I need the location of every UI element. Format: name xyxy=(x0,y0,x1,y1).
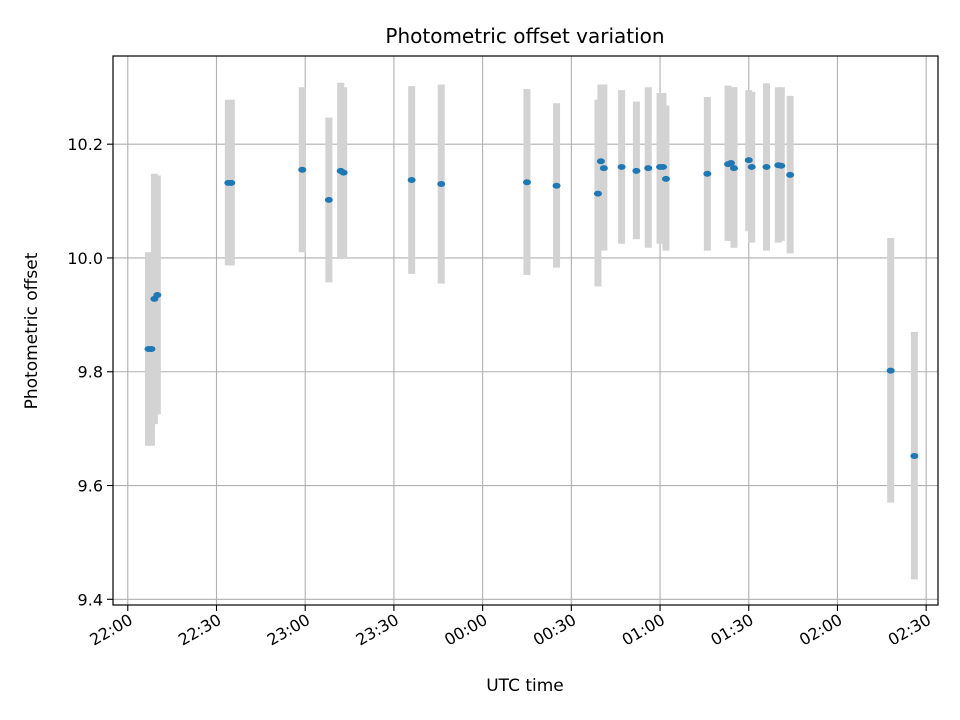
data-point xyxy=(147,345,156,352)
data-point xyxy=(617,163,626,170)
plot-frame xyxy=(112,55,939,606)
data-point xyxy=(227,179,236,186)
data-point xyxy=(786,171,795,178)
data-point xyxy=(632,167,641,174)
data-point xyxy=(644,165,653,172)
x-tick-label: 23:30 xyxy=(352,610,401,650)
data-point xyxy=(324,196,333,203)
x-tick-label: 22:30 xyxy=(175,610,224,650)
x-tick-label: 01:00 xyxy=(619,610,668,650)
data-point xyxy=(552,182,561,189)
data-point xyxy=(910,452,919,459)
x-tick-label: 02:00 xyxy=(796,610,845,650)
data-point xyxy=(599,165,608,172)
x-axis-label: UTC time xyxy=(486,676,564,696)
y-axis-label: Photometric offset xyxy=(22,252,42,409)
data-point xyxy=(522,179,531,186)
y-tick-label: 9.4 xyxy=(78,590,103,609)
y-tick-label: 10.2 xyxy=(67,135,103,154)
x-axis: 22:00 22:30 23:00 23:30 00:00 00:30 01:00 01:30… xyxy=(86,605,934,650)
data-point xyxy=(762,163,771,170)
x-tick-label: 00:00 xyxy=(441,610,490,650)
y-tick-label: 9.8 xyxy=(78,363,103,382)
data-point xyxy=(747,163,756,170)
x-tick-label: 23:00 xyxy=(264,610,313,650)
data-point xyxy=(339,169,348,176)
x-tick-label: 01:30 xyxy=(707,610,756,650)
data-point xyxy=(593,190,602,197)
data-point xyxy=(744,157,753,164)
data-point xyxy=(661,175,670,182)
data-point xyxy=(153,291,162,298)
data-point xyxy=(407,177,416,184)
plot-area xyxy=(112,55,939,606)
data-point xyxy=(727,159,736,166)
data-point xyxy=(437,181,446,188)
data-point xyxy=(729,165,738,172)
y-axis: 9.4 9.6 9.8 10.0 10.2 xyxy=(67,135,113,609)
x-tick-label: 22:00 xyxy=(86,610,135,650)
data-point xyxy=(298,166,307,173)
data-point xyxy=(886,367,895,374)
point-layer xyxy=(144,157,919,459)
y-tick-label: 10.0 xyxy=(67,249,103,268)
x-tick-label: 00:30 xyxy=(530,610,579,650)
data-point xyxy=(777,162,786,169)
data-point xyxy=(659,163,667,170)
chart-title: Photometric offset variation xyxy=(385,24,664,48)
x-tick-label: 02:30 xyxy=(885,610,934,650)
y-tick-label: 9.6 xyxy=(78,477,103,496)
data-point xyxy=(596,158,605,165)
data-point xyxy=(703,170,712,177)
